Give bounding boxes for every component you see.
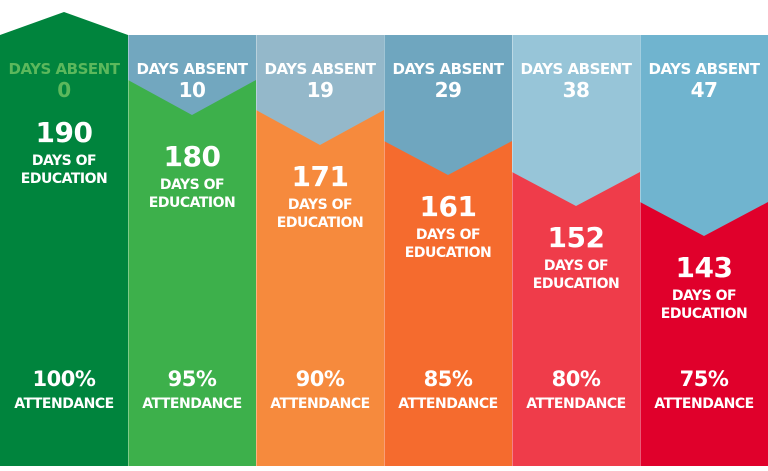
- education-block: [128, 80, 256, 466]
- attendance-label: ATTENDANCE: [654, 396, 754, 412]
- column-shape: [256, 35, 384, 466]
- days-absent-label: DAYS ABSENT: [392, 60, 504, 78]
- days-of-education-value: 152: [547, 221, 605, 254]
- days-absent-label: DAYS ABSENT: [264, 60, 376, 78]
- green-arrow: [0, 12, 128, 466]
- days-absent-value: 29: [434, 78, 462, 102]
- column-29-days-absent: DAYS ABSENT 29 161 DAYS OF EDUCATION 85% ATTEN…: [384, 0, 512, 471]
- attendance-label: ATTENDANCE: [270, 396, 370, 412]
- column-10-days-absent: DAYS ABSENT 10 180 DAYS OF EDUCATION 95% ATTEN…: [128, 0, 256, 471]
- days-absent-value: 10: [178, 78, 206, 102]
- column-shape: [128, 35, 256, 466]
- attendance-label: ATTENDANCE: [398, 396, 498, 412]
- absent-band: [384, 35, 512, 175]
- column-shape: [512, 35, 640, 466]
- days-absent-value: 19: [306, 78, 334, 102]
- days-of-education-value: 161: [419, 190, 477, 223]
- attendance-percent: 75%: [679, 367, 729, 391]
- education-block: [512, 172, 640, 466]
- days-of-label: DAYS OF: [287, 197, 353, 213]
- days-absent-label: DAYS ABSENT: [520, 60, 632, 78]
- days-absent-label: DAYS ABSENT: [8, 60, 120, 78]
- column-19-days-absent: DAYS ABSENT 19 171 DAYS OF EDUCATION 90% ATTEN…: [256, 0, 384, 471]
- column-shape: [384, 35, 512, 466]
- column-shape: [0, 12, 128, 466]
- days-absent-value: 38: [562, 78, 590, 102]
- days-absent-value: 0: [57, 78, 71, 102]
- absent-band: [640, 35, 768, 236]
- attendance-percent: 90%: [295, 367, 345, 391]
- attendance-percent: 80%: [551, 367, 601, 391]
- days-of-education-value: 180: [163, 140, 221, 173]
- days-of-label: DAYS OF: [543, 258, 609, 274]
- column-38-days-absent: DAYS ABSENT 38 152 DAYS OF EDUCATION 80% ATTEN…: [512, 0, 640, 471]
- attendance-percent: 100%: [32, 367, 96, 391]
- attendance-label: ATTENDANCE: [14, 396, 114, 412]
- absent-band: [512, 35, 640, 206]
- education-block: [640, 202, 768, 466]
- column-0-days-absent: DAYS ABSENT 0 190 DAYS OF EDUCATION 100% ATTEN…: [0, 0, 128, 471]
- education-label: EDUCATION: [532, 276, 620, 292]
- education-label: EDUCATION: [276, 215, 364, 231]
- attendance-label: ATTENDANCE: [142, 396, 242, 412]
- education-block: [384, 141, 512, 466]
- column-shape: [640, 35, 768, 466]
- education-label: EDUCATION: [148, 195, 236, 211]
- attendance-label: ATTENDANCE: [526, 396, 626, 412]
- days-of-label: DAYS OF: [415, 227, 481, 243]
- attendance-percent: 95%: [167, 367, 217, 391]
- days-of-education-value: 190: [35, 116, 93, 149]
- column-47-days-absent: DAYS ABSENT 47 143 DAYS OF EDUCATION 75% ATTEN…: [640, 0, 768, 471]
- days-absent-value: 47: [690, 78, 718, 102]
- days-of-label: DAYS OF: [31, 153, 97, 169]
- education-label: EDUCATION: [660, 306, 748, 322]
- days-of-education-value: 143: [675, 251, 733, 284]
- days-of-label: DAYS OF: [671, 288, 737, 304]
- education-label: EDUCATION: [404, 245, 492, 261]
- days-absent-label: DAYS ABSENT: [136, 60, 248, 78]
- education-block: [256, 110, 384, 466]
- days-of-label: DAYS OF: [159, 177, 225, 193]
- days-of-education-value: 171: [291, 160, 349, 193]
- days-absent-label: DAYS ABSENT: [648, 60, 760, 78]
- education-label: EDUCATION: [20, 171, 108, 187]
- attendance-percent: 85%: [423, 367, 473, 391]
